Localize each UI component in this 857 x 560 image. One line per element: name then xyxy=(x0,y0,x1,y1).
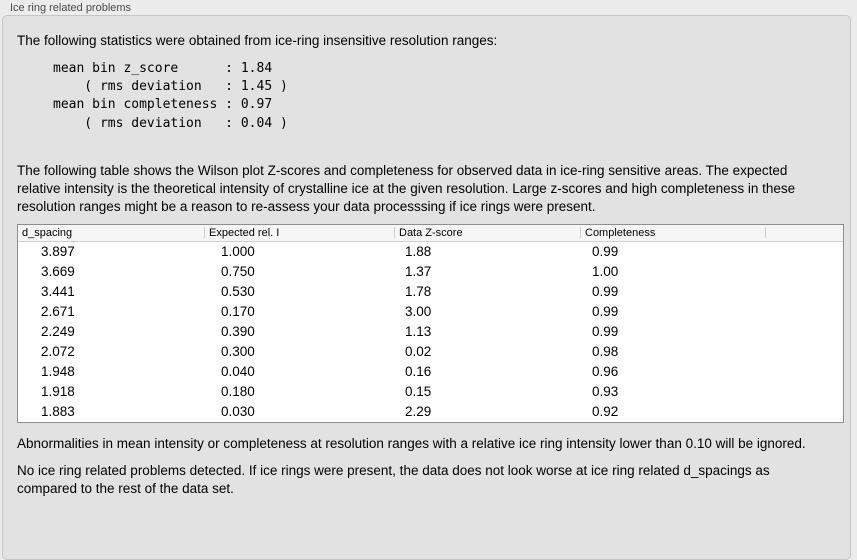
column-header-completeness[interactable]: Completeness xyxy=(580,225,765,241)
table-cell xyxy=(765,402,843,422)
table-cell xyxy=(765,242,843,262)
ice-ring-table: d_spacing Expected rel. I Data Z-score C… xyxy=(17,223,844,423)
table-cell: 0.15 xyxy=(405,383,432,399)
table-cell: 0.92 xyxy=(592,403,619,419)
table-cell: 2.249 xyxy=(41,323,75,339)
table-row[interactable]: 1.948 0.040 0.16 0.96 xyxy=(18,361,843,382)
table-cell xyxy=(765,322,843,342)
table-cell: 1.000 xyxy=(221,243,255,259)
table-cell: 2.671 xyxy=(41,303,75,319)
table-cell: 0.750 xyxy=(221,263,255,279)
table-cell xyxy=(765,262,843,282)
table-cell: 0.180 xyxy=(221,383,255,399)
table-cell: 0.96 xyxy=(592,363,619,379)
group-box-title: Ice ring related problems xyxy=(10,2,132,14)
table-cell xyxy=(765,302,843,322)
column-header-empty xyxy=(765,225,843,241)
table-cell: 2.072 xyxy=(41,343,75,359)
table-row[interactable]: 2.072 0.300 0.02 0.98 xyxy=(18,341,843,362)
table-row[interactable]: 3.441 0.530 1.78 0.99 xyxy=(18,281,843,302)
column-header-expected-rel-i[interactable]: Expected rel. I xyxy=(204,225,394,241)
table-cell: 1.948 xyxy=(41,363,75,379)
table-cell: 0.93 xyxy=(592,383,619,399)
table-body: 3.897 1.000 1.88 0.99 3.669 0.750 1.37 1.00 3.44… xyxy=(18,241,843,422)
table-cell: 1.00 xyxy=(592,263,619,279)
table-row[interactable]: 2.671 0.170 3.00 0.99 xyxy=(18,301,843,322)
table-cell xyxy=(765,382,843,402)
column-header-d-spacing[interactable]: d_spacing xyxy=(22,226,73,239)
table-cell: 0.530 xyxy=(221,283,255,299)
table-cell: 0.040 xyxy=(221,363,255,379)
table-cell: 1.88 xyxy=(405,243,432,259)
table-cell: 1.918 xyxy=(41,383,75,399)
table-cell: 0.030 xyxy=(221,403,255,419)
table-cell: 3.00 xyxy=(405,303,432,319)
table-cell: 0.170 xyxy=(221,303,255,319)
table-cell xyxy=(765,342,843,362)
table-cell: 0.98 xyxy=(592,343,619,359)
table-row[interactable]: 1.918 0.180 0.15 0.93 xyxy=(18,381,843,402)
ice-ring-panel: The following statistics were obtained f… xyxy=(2,15,851,560)
table-cell: 1.13 xyxy=(405,323,432,339)
table-cell: 1.37 xyxy=(405,263,432,279)
ignore-note: Abnormalities in mean intensity or compl… xyxy=(17,435,806,451)
table-cell xyxy=(765,282,843,302)
table-cell: 0.300 xyxy=(221,343,255,359)
table-description: The following table shows the Wilson plo… xyxy=(17,162,796,214)
table-cell: 0.99 xyxy=(592,283,619,299)
table-cell: 0.390 xyxy=(221,323,255,339)
table-cell: 0.99 xyxy=(592,243,619,259)
stats-block: mean bin z_score : 1.84 ( rms deviation … xyxy=(53,61,288,131)
table-cell xyxy=(765,362,843,382)
table-cell: 2.29 xyxy=(405,403,432,419)
table-row[interactable]: 1.883 0.030 2.29 0.92 xyxy=(18,401,843,422)
table-row[interactable]: 3.897 1.000 1.88 0.99 xyxy=(18,241,843,262)
intro-text: The following statistics were obtained f… xyxy=(17,33,498,48)
table-cell: 0.02 xyxy=(405,343,432,359)
table-cell: 3.669 xyxy=(41,263,75,279)
table-header-row: d_spacing Expected rel. I Data Z-score C… xyxy=(18,224,843,242)
table-cell: 1.883 xyxy=(41,403,75,419)
table-cell: 3.897 xyxy=(41,243,75,259)
conclusion-text: No ice ring related problems detected. I… xyxy=(17,462,770,496)
table-cell: 0.16 xyxy=(405,363,432,379)
table-row[interactable]: 3.669 0.750 1.37 1.00 xyxy=(18,261,843,282)
table-cell: 1.78 xyxy=(405,283,432,299)
table-cell: 0.99 xyxy=(592,303,619,319)
column-header-data-z-score[interactable]: Data Z-score xyxy=(394,225,580,241)
table-cell: 0.99 xyxy=(592,323,619,339)
table-row[interactable]: 2.249 0.390 1.13 0.99 xyxy=(18,321,843,342)
table-cell: 3.441 xyxy=(41,283,75,299)
